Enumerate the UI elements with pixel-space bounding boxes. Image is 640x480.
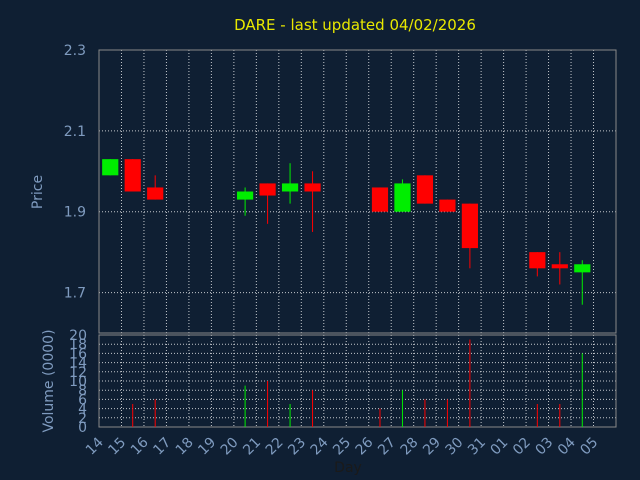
volume-axis-label: Volume (0000) <box>41 329 57 432</box>
candle-body <box>529 252 546 269</box>
price-axis-label: Price <box>30 175 46 209</box>
price-tick-label: 2.1 <box>64 124 86 140</box>
volume-tick-label: 14 <box>69 356 87 372</box>
candle-body <box>259 183 276 196</box>
candle-body <box>439 199 456 212</box>
price-plot-area <box>99 50 616 333</box>
price-tick-label: 2.3 <box>64 43 86 59</box>
volume-tick-label: 2 <box>78 411 87 427</box>
candle-body <box>237 191 254 200</box>
candle-body <box>124 159 141 192</box>
volume-tick-label: 0 <box>78 420 87 436</box>
volume-tick-label: 10 <box>69 374 87 390</box>
candle-body <box>394 183 411 212</box>
chart-title: DARE - last updated 04/02/2026 <box>234 16 476 34</box>
volume-tick-label: 20 <box>69 328 87 344</box>
volume-tick-label: 4 <box>78 402 87 418</box>
volume-tick-label: 18 <box>69 337 87 353</box>
x-axis: 1415161718192021222324252627282930310102… <box>83 434 601 458</box>
candle-body <box>281 183 299 192</box>
candle-body <box>416 175 434 204</box>
price-tick-label: 1.7 <box>64 286 86 302</box>
x-axis-label: Day <box>334 460 362 476</box>
price-plot-frame <box>98 49 617 334</box>
volume-tick-label: 8 <box>78 383 87 399</box>
candle-body <box>551 264 568 269</box>
volume-tick-label: 6 <box>78 392 87 408</box>
candle-body <box>371 187 389 212</box>
candle-body <box>461 203 478 249</box>
volume-tick-label: 12 <box>69 365 87 381</box>
price-tick-label: 1.9 <box>64 205 86 221</box>
candle-body <box>304 183 321 192</box>
price-panel: 1.7 1.9 2.1 2.3 <box>64 43 617 334</box>
candle-body <box>574 264 591 273</box>
volume-tick-label: 16 <box>69 346 87 362</box>
volume-plot-frame <box>98 334 617 428</box>
candle-body <box>102 159 119 176</box>
candle-body <box>147 187 164 200</box>
